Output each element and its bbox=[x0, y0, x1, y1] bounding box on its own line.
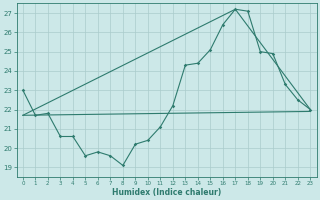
X-axis label: Humidex (Indice chaleur): Humidex (Indice chaleur) bbox=[112, 188, 221, 197]
